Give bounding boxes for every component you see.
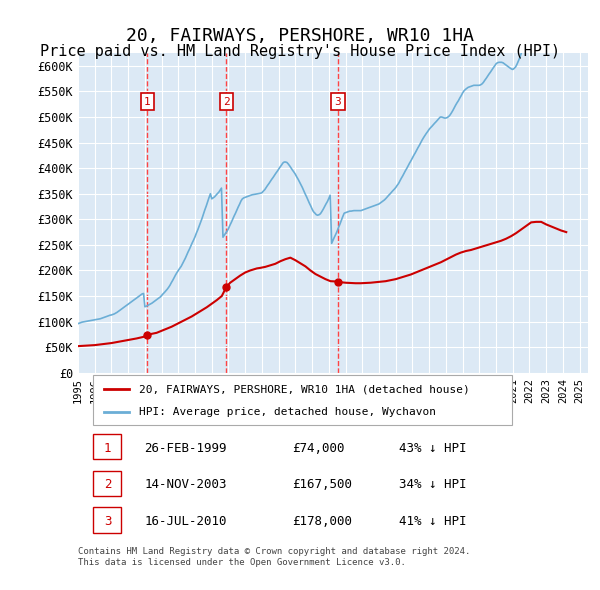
FancyBboxPatch shape [94, 375, 511, 425]
Text: 2: 2 [223, 97, 230, 107]
Text: 34% ↓ HPI: 34% ↓ HPI [400, 478, 467, 491]
Text: 20, FAIRWAYS, PERSHORE, WR10 1HA: 20, FAIRWAYS, PERSHORE, WR10 1HA [126, 27, 474, 45]
Text: 14-NOV-2003: 14-NOV-2003 [145, 478, 227, 491]
Text: 1: 1 [104, 441, 112, 454]
Text: HPI: Average price, detached house, Wychavon: HPI: Average price, detached house, Wych… [139, 407, 436, 417]
Text: 2: 2 [104, 478, 112, 491]
Text: 3: 3 [104, 514, 112, 527]
Text: £167,500: £167,500 [292, 478, 352, 491]
Text: £178,000: £178,000 [292, 514, 352, 527]
FancyBboxPatch shape [94, 434, 121, 460]
Text: 43% ↓ HPI: 43% ↓ HPI [400, 441, 467, 454]
Text: 41% ↓ HPI: 41% ↓ HPI [400, 514, 467, 527]
Text: 20, FAIRWAYS, PERSHORE, WR10 1HA (detached house): 20, FAIRWAYS, PERSHORE, WR10 1HA (detach… [139, 384, 470, 394]
Text: £74,000: £74,000 [292, 441, 344, 454]
Text: 26-FEB-1999: 26-FEB-1999 [145, 441, 227, 454]
Text: 1: 1 [144, 97, 151, 107]
Text: 16-JUL-2010: 16-JUL-2010 [145, 514, 227, 527]
FancyBboxPatch shape [94, 507, 121, 533]
Text: Contains HM Land Registry data © Crown copyright and database right 2024.
This d: Contains HM Land Registry data © Crown c… [78, 547, 470, 566]
FancyBboxPatch shape [94, 471, 121, 496]
Text: 3: 3 [334, 97, 341, 107]
Text: Price paid vs. HM Land Registry's House Price Index (HPI): Price paid vs. HM Land Registry's House … [40, 44, 560, 59]
